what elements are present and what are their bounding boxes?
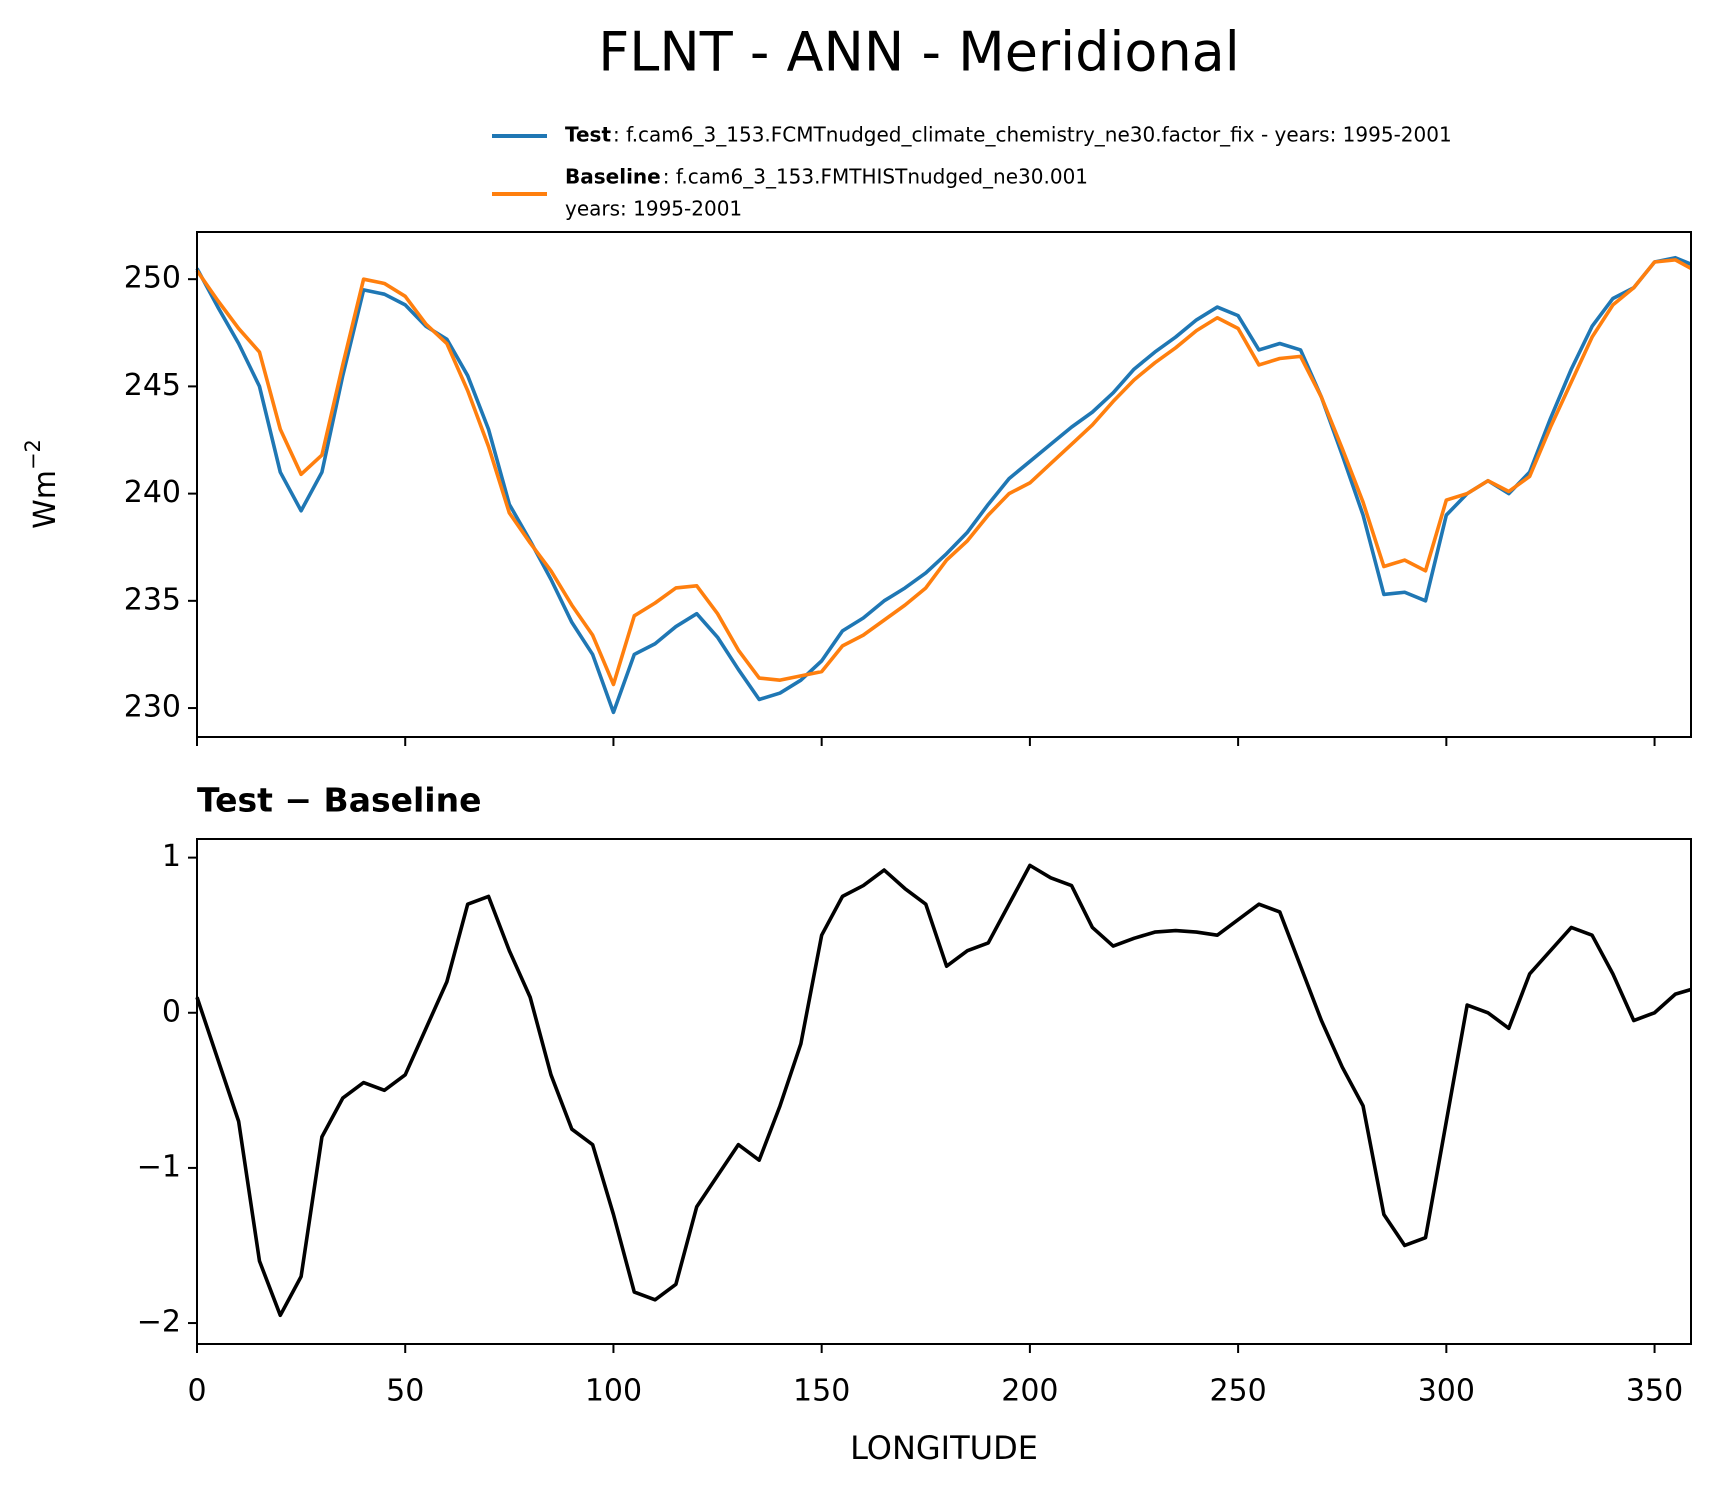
x-tick-label: 200: [1001, 1374, 1058, 1409]
legend-text: : f.cam6_3_153.FMTHISTnudged_ne30.001: [663, 165, 1088, 189]
figure-title: FLNT - ANN - Meridional: [598, 21, 1240, 84]
x-tick-label: 150: [793, 1374, 850, 1409]
x-tick-label: 300: [1418, 1374, 1475, 1409]
y-tick-label: 240: [124, 475, 181, 510]
y-tick-label: 245: [124, 368, 181, 403]
x-tick-label: 50: [386, 1374, 424, 1409]
legend-text: years: 1995-2001: [565, 197, 742, 221]
y-label-base: Wm: [28, 470, 63, 529]
plot-frame: [196, 838, 1692, 1345]
x-axis-label: LONGITUDE: [850, 1429, 1038, 1467]
data-line: [195, 255, 1692, 715]
x-tick-label: 100: [585, 1374, 642, 1409]
y-axis-label: Wm−2: [21, 439, 63, 529]
y-tick-label: −1: [137, 1149, 181, 1184]
legend-name: Baseline: [565, 165, 661, 189]
y-tick-label: 1: [162, 839, 181, 874]
x-tick-label: 250: [1209, 1374, 1266, 1409]
y-tick-label: 235: [124, 582, 181, 617]
panel-title: Test − Baseline: [197, 781, 482, 820]
y-tick-label: 230: [124, 690, 181, 725]
y-tick-label: 0: [162, 994, 181, 1029]
x-tick-label: 350: [1626, 1374, 1683, 1409]
y-tick-label: −2: [137, 1305, 181, 1340]
y-label-exponent: −2: [21, 439, 45, 470]
x-tick-label: 0: [187, 1374, 206, 1409]
data-line: [195, 258, 1692, 687]
plot-frame: [196, 231, 1692, 738]
legend-name: Test: [565, 123, 611, 147]
data-line: [195, 863, 1692, 1318]
legend-text: : f.cam6_3_153.FCMTnudged_climate_chemis…: [613, 123, 1452, 147]
y-tick-label: 250: [124, 261, 181, 296]
